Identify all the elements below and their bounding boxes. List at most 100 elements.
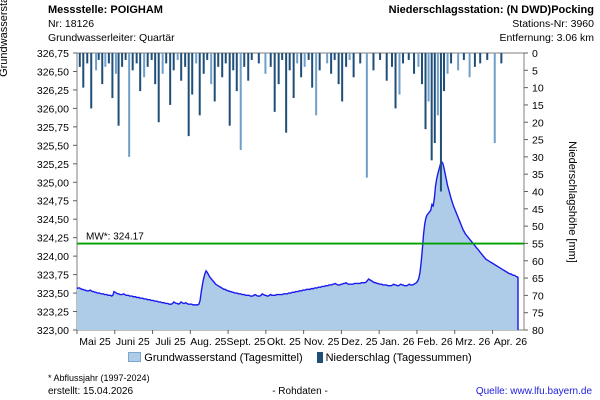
legend-precipitation-label: Niederschlag (Tagessummen) [325, 352, 472, 365]
precipitation-bar [154, 53, 157, 85]
precipitation-bar [235, 53, 238, 92]
precipitation-bar [300, 53, 303, 78]
precipitation-bar [372, 53, 375, 71]
precipitation-bar [150, 53, 153, 60]
precipitation-bar [446, 53, 449, 74]
y-axis-left-tick-label: 325,50 [37, 140, 69, 152]
precipitation-bar [195, 53, 198, 64]
precipitation-bar [427, 53, 430, 102]
precipitation-bar [124, 53, 127, 60]
precipitation-bar [311, 53, 314, 88]
x-axis-tick-label: Mai 25 [79, 336, 111, 348]
y-axis-right-tick-label: 40 [532, 187, 544, 199]
precipitation-bar [450, 53, 453, 64]
legend-groundwater-label: Grundwasserstand (Tagesmittel) [144, 352, 303, 365]
x-axis-tick-label: Dez. 25 [341, 336, 377, 348]
precipitation-bar [273, 53, 276, 112]
y-axis-left-tick-label: 324,75 [37, 196, 69, 208]
y-axis-right-tick-label: 30 [532, 152, 544, 164]
precipitation-bar [420, 53, 423, 85]
x-axis-tick-label: Okt. 25 [267, 336, 301, 348]
precipitation-bar [493, 53, 496, 144]
precipitation-bar [500, 53, 503, 64]
precipitation-bar [365, 53, 368, 178]
precipitation-bar [224, 53, 227, 64]
precipitation-bar [78, 53, 81, 67]
precipitation-bar [326, 53, 329, 64]
x-axis-tick-label: Juni 25 [116, 336, 150, 348]
precipitation-bar [210, 53, 213, 85]
y-axis-right-tick-label: 65 [532, 273, 544, 285]
precipitation-bar [443, 53, 446, 92]
precipitation-bar [247, 53, 250, 81]
y-axis-right-tick-label: 55 [532, 238, 544, 250]
precipitation-bar [307, 53, 310, 60]
groundwater-line [76, 160, 518, 306]
precipitation-bar [473, 53, 476, 67]
y-axis-right-tick-label: 60 [532, 256, 544, 268]
precipitation-bar [213, 53, 216, 102]
precipitation-bar [176, 53, 179, 60]
precipitation-bar [277, 53, 280, 85]
precipitation-bar [285, 53, 288, 133]
x-axis-tick-label: Jan. 26 [380, 336, 415, 348]
measuring-station-title: Messstelle: POIGHAM [48, 4, 163, 16]
precipitation-bar [333, 53, 336, 60]
y-axis-left-tick-label: 324,50 [37, 214, 69, 226]
y-axis-left-tick-label: 323,50 [37, 288, 69, 300]
precipitation-bar [221, 53, 224, 78]
precipitation-bar [433, 53, 436, 144]
y-axis-right-tick-label: 50 [532, 221, 544, 233]
precipitation-bar [117, 53, 120, 126]
header-left-block: Messstelle: POIGHAM Nr: 18126 Grundwasse… [48, 3, 175, 45]
precipitation-bar [479, 53, 482, 64]
precipitation-station-number: Stations-Nr: 3960 [512, 18, 594, 30]
legend-groundwater-swatch-icon [128, 352, 142, 363]
precipitation-bar [292, 53, 295, 99]
precipitation-bar [430, 53, 433, 161]
x-axis-tick-label: Nov. 25 [304, 336, 340, 348]
precipitation-bar [345, 53, 348, 67]
precipitation-bar [390, 53, 393, 67]
footer-source-link[interactable]: Quelle: www.lfu.bayern.de [475, 386, 592, 397]
precipitation-bar [82, 53, 85, 88]
precipitation-bar [146, 53, 149, 67]
precipitation-bar [135, 53, 138, 64]
precipitation-bar [206, 53, 209, 60]
aquifer-label: Grundwasserleiter: Quartär [48, 32, 175, 44]
x-axis-tick-label: Apr. 26 [494, 336, 527, 348]
mean-water-level-label: MW*: 324.17 [86, 232, 144, 243]
precipitation-bar [121, 53, 124, 67]
precipitation-bar [436, 53, 439, 116]
precipitation-bar [101, 53, 104, 85]
y-axis-left-tick-label: 326,75 [37, 48, 69, 60]
precipitation-bar [143, 53, 146, 78]
y-axis-left-tick-label: 323,00 [37, 325, 69, 337]
precipitation-bar [348, 53, 351, 60]
precipitation-bar [228, 53, 231, 126]
precipitation-bar [169, 53, 172, 105]
y-axis-left-tick-label: 325,00 [37, 177, 69, 189]
y-axis-right-tick-label: 15 [532, 100, 544, 112]
precipitation-station-distance: Entfernung: 3.06 km [499, 32, 594, 44]
precipitation-bar [385, 53, 388, 81]
chart-legend: Grundwasserstand (Tagesmittel) Niederschl… [0, 351, 600, 365]
precipitation-bar [191, 53, 194, 95]
precipitation-bar [379, 53, 382, 60]
y-axis-left-tick-label: 325,75 [37, 122, 69, 134]
precipitation-bar [198, 53, 201, 116]
precipitation-station-title: Niederschlagsstation: (N DWD)Pocking [388, 4, 594, 16]
y-axis-right-tick-label: 80 [532, 325, 544, 337]
precipitation-bar [107, 53, 110, 64]
precipitation-bar [352, 53, 355, 78]
precipitation-bar [303, 53, 306, 67]
x-axis-tick-label: Feb. 26 [417, 336, 453, 348]
precipitation-bar [402, 53, 405, 64]
precipitation-bar [239, 53, 242, 150]
precipitation-bar [315, 53, 318, 116]
precipitation-bar [232, 53, 235, 71]
precipitation-bar [457, 53, 460, 71]
precipitation-bar [187, 53, 190, 137]
